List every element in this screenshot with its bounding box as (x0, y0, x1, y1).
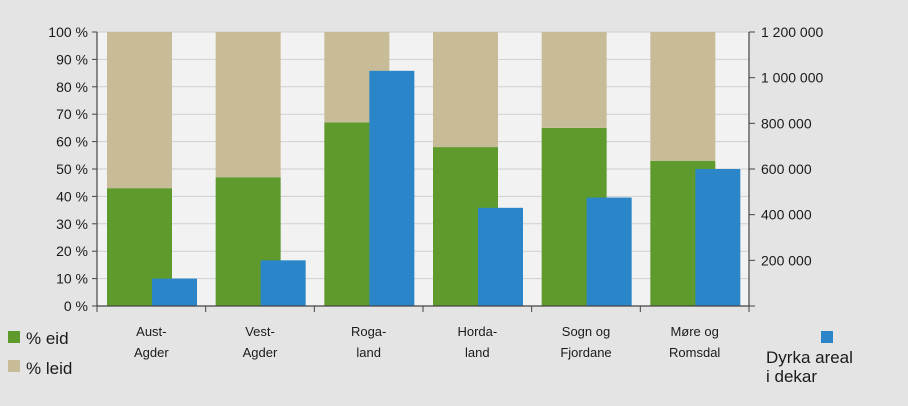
legend-label-leid: % leid (26, 359, 72, 378)
legend-label-eid: % eid (26, 329, 69, 348)
left-tick-label: 20 % (56, 243, 88, 259)
left-tick-label: 60 % (56, 134, 88, 150)
category-label: land (356, 345, 381, 360)
right-tick-label: 1 000 000 (761, 70, 823, 86)
category-label: land (465, 345, 490, 360)
bar-leid (542, 32, 607, 128)
left-tick-label: 50 % (56, 161, 88, 177)
right-tick-label: 1 200 000 (761, 24, 823, 40)
legend-label-dyrka: i dekar (766, 367, 817, 386)
left-tick-label: 40 % (56, 188, 88, 204)
left-tick-label: 100 % (48, 24, 88, 40)
right-tick-label: 400 000 (761, 207, 812, 223)
bar-dyrka-areal (369, 71, 414, 306)
right-tick-label: 800 000 (761, 115, 812, 131)
bar-dyrka-areal (695, 169, 740, 306)
category-labels: Aust- Agder Vest- Agder Roga-land Horda-land S… (134, 324, 720, 360)
category-label: Vest- (245, 324, 275, 339)
category-label: Aust- (136, 324, 166, 339)
legend-swatch-eid (8, 331, 20, 343)
bar-dyrka-areal (261, 260, 306, 306)
category-label: Roga- (351, 324, 386, 339)
left-axis-ticks: 0 % 10 % 20 % 30 % 40 % 50 % 60 % 70 % 80 % 90 % 1… (48, 24, 97, 314)
left-tick-label: 80 % (56, 79, 88, 95)
category-label: Fjordane (560, 345, 611, 360)
right-axis-ticks: 200 000 400 000 600 000 800 000 1 000 000 1 2… (749, 24, 823, 306)
legend-label-dyrka: Dyrka areal (766, 348, 853, 367)
category-label: Sogn og (562, 324, 610, 339)
category-label: Romsdal (669, 345, 720, 360)
bar-dyrka-areal (152, 279, 197, 306)
category-label: Horda- (457, 324, 497, 339)
bar-leid (650, 32, 715, 161)
category-label: Agder (134, 345, 169, 360)
left-tick-label: 30 % (56, 216, 88, 232)
left-tick-label: 90 % (56, 51, 88, 67)
bar-leid (216, 32, 281, 177)
right-tick-label: 600 000 (761, 161, 812, 177)
bar-leid (433, 32, 498, 147)
left-tick-label: 0 % (64, 298, 88, 314)
bar-leid (107, 32, 172, 188)
bar-dyrka-areal (478, 208, 523, 306)
bar-dyrka-areal (587, 198, 632, 306)
legend-swatch-dyrka (821, 331, 833, 343)
right-tick-label: 200 000 (761, 252, 812, 268)
category-label: Møre og (670, 324, 718, 339)
left-tick-label: 70 % (56, 106, 88, 122)
category-label: Agder (243, 345, 278, 360)
left-tick-label: 10 % (56, 271, 88, 287)
legend-swatch-leid (8, 360, 20, 372)
